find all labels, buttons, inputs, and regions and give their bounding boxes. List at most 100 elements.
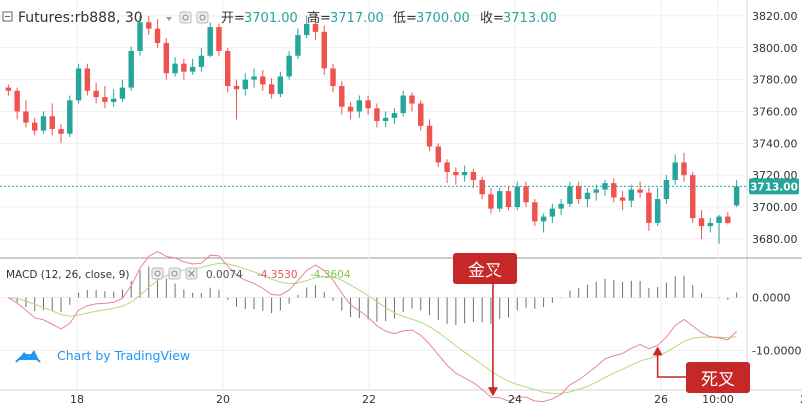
candlestick-series: [5, 12, 740, 244]
macd-histogram-value: 0.0074: [206, 269, 243, 281]
candle-body: [532, 202, 538, 222]
candle-body: [84, 68, 91, 91]
candle-body: [646, 192, 652, 223]
candle-body: [154, 28, 161, 43]
time-axis-labels[interactable]: 18 20 22 24 26 28 10:00: [70, 393, 802, 406]
candle-body: [426, 125, 433, 147]
candle-body: [716, 216, 722, 223]
time-tick-label: 26: [654, 393, 668, 406]
candle-body: [497, 191, 503, 209]
watermark-text[interactable]: Chart by TradingView: [57, 348, 190, 363]
candle-body: [505, 191, 512, 208]
time-tick-label: 10:00: [702, 393, 734, 406]
grid-lines: [0, 0, 747, 390]
candle-body: [461, 172, 468, 176]
macd-signal-line: [8, 262, 737, 395]
candle-body: [479, 179, 485, 195]
candle-body: [540, 216, 547, 222]
candle-body: [67, 100, 73, 134]
candle-body: [295, 35, 301, 56]
current-price-tag: 3713.00: [749, 178, 799, 195]
price-tick-label: 3820.00: [752, 10, 798, 23]
gear-icon[interactable]: [168, 267, 181, 280]
candle-body: [523, 186, 529, 203]
candle-body: [233, 86, 240, 90]
candle-body: [418, 103, 424, 126]
candle-body: [654, 199, 661, 223]
candle-body: [58, 129, 64, 134]
candle-body: [277, 76, 284, 94]
candle-body: [137, 22, 143, 51]
golden-cross-callout: [453, 253, 517, 284]
candle-body: [49, 116, 55, 129]
candle-body: [216, 27, 222, 51]
collapse-icon[interactable]: [2, 11, 13, 22]
candle-body: [663, 179, 670, 200]
time-tick-label: 20: [216, 393, 230, 406]
candle-body: [400, 95, 406, 114]
candle-body: [575, 186, 582, 200]
candle-body: [391, 113, 398, 118]
candle-body: [690, 175, 696, 219]
candle-body: [347, 106, 354, 112]
candle-body: [698, 218, 705, 227]
candle-body: [628, 189, 635, 201]
time-tick-label: 18: [70, 393, 84, 406]
candle-body: [453, 172, 459, 176]
candle-body: [470, 172, 477, 180]
golden-cross-arrow: [492, 267, 517, 389]
macd-tick-label: -10.0000: [752, 344, 801, 357]
candle-body: [163, 43, 170, 74]
price-tick-label: 3760.00: [752, 105, 798, 118]
candle-body: [619, 197, 626, 201]
candle-body: [374, 108, 380, 122]
candle-body: [356, 100, 363, 112]
candle-body: [251, 76, 257, 80]
candle-body: [584, 192, 591, 200]
candle-body: [488, 194, 494, 209]
tradingview-watermark[interactable]: Chart by TradingView: [15, 348, 190, 363]
candle-body: [382, 117, 389, 122]
candle-body: [260, 76, 266, 85]
eye-icon[interactable]: [151, 267, 164, 280]
macd-title[interactable]: MACD (12, 26, close, 9): [6, 269, 129, 281]
candle-body: [242, 79, 248, 90]
gear-icon[interactable]: [196, 11, 209, 24]
price-axis-labels[interactable]: 3680.003700.003720.003740.003760.003780.…: [752, 10, 798, 246]
high-value: 3717.00: [330, 11, 384, 26]
price-tick-label: 3800.00: [752, 42, 798, 55]
candle-body: [14, 90, 20, 112]
macd-legend: MACD (12, 26, close, 9) 0.0074 -4.3530 -…: [6, 267, 351, 281]
symbol-title[interactable]: Futures:rb888, 30: [18, 10, 143, 26]
candle-body: [189, 66, 196, 72]
candle-body: [23, 111, 29, 123]
macd-line: [8, 251, 737, 403]
macd-value: -4.3530: [257, 269, 298, 281]
death-cross-callout: [686, 362, 750, 393]
candle-body: [312, 23, 319, 32]
death-cross-arrowhead: [652, 346, 663, 356]
macd-axis-labels[interactable]: 0.0000 -10.0000: [752, 292, 801, 358]
price-tick-label: 3780.00: [752, 74, 798, 87]
candle-body: [31, 122, 38, 131]
candle-body: [409, 95, 415, 104]
candle-body: [110, 98, 117, 102]
macd-tick-label: 0.0000: [752, 292, 791, 305]
candle-body: [93, 90, 99, 98]
candle-body: [611, 183, 617, 198]
price-tick-label: 3740.00: [752, 137, 798, 150]
chevron-down-icon[interactable]: [166, 17, 172, 21]
macd-signal-value: -4.3604: [310, 269, 351, 281]
candle-body: [40, 116, 47, 131]
candle-body: [593, 189, 599, 193]
candle-body: [146, 22, 152, 29]
candle-body: [172, 63, 178, 74]
golden-cross-label: 金叉: [468, 261, 502, 281]
candle-body: [365, 100, 371, 109]
candle-body: [119, 87, 126, 99]
candle-body: [330, 68, 336, 86]
low-label: 低=: [393, 11, 417, 26]
price-tick-label: 3700.00: [752, 201, 798, 214]
eye-icon[interactable]: [179, 11, 192, 24]
